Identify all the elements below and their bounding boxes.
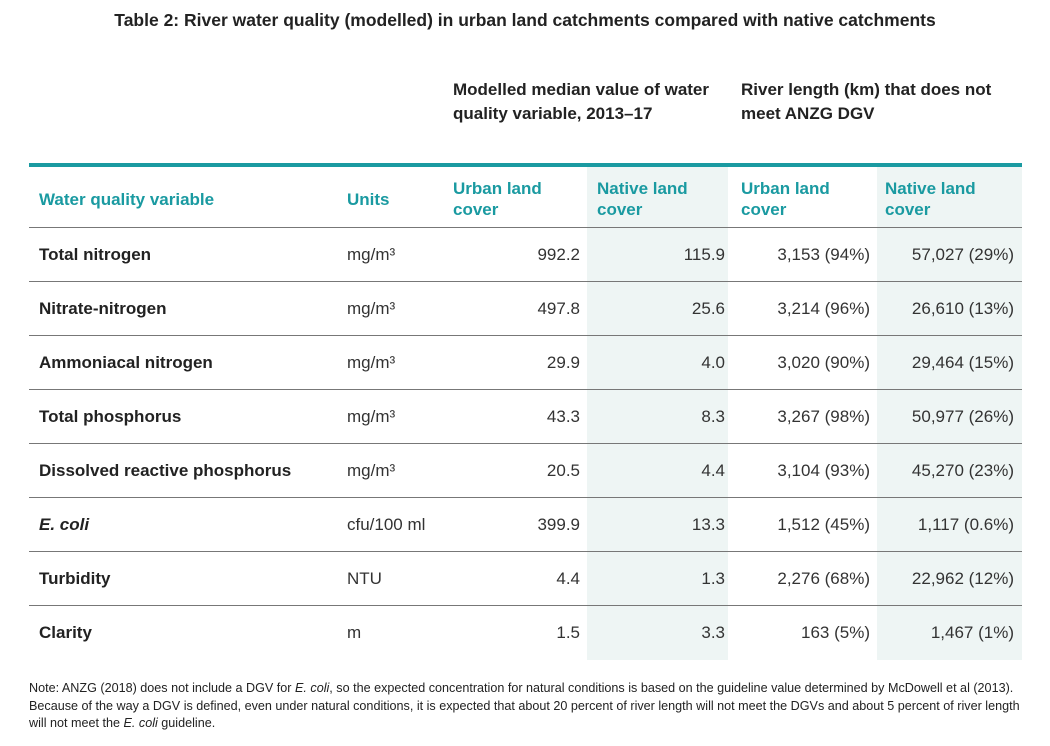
header-row-rule — [29, 174, 1022, 228]
table-row: Nitrate-nitrogen mg/m³ 497.8 25.6 3,214 … — [29, 282, 1022, 336]
row-variable: Nitrate-nitrogen — [39, 299, 167, 318]
table-row: Total nitrogen mg/m³ 992.2 115.9 3,153 (… — [29, 228, 1022, 282]
table-row: Turbidity NTU 4.4 1.3 2,276 (68%) 22,962… — [29, 552, 1022, 606]
native-median-column-shade — [587, 167, 728, 660]
table-row: Total phosphorus mg/m³ 43.3 8.3 3,267 (9… — [29, 390, 1022, 444]
table-title: Table 2: River water quality (modelled) … — [114, 10, 936, 30]
col-header-variable: Water quality variable — [39, 190, 215, 209]
row-units: mg/m³ — [347, 461, 396, 480]
row-native-length: 45,270 (23%) — [911, 461, 1014, 480]
row-urban-median: 497.8 — [537, 299, 580, 318]
row-native-length: 22,962 (12%) — [911, 569, 1014, 588]
row-variable: Dissolved reactive phosphorus — [39, 461, 292, 480]
col-header-units: Units — [347, 190, 390, 209]
row-variable: Total nitrogen — [39, 245, 152, 264]
table-top-rule — [29, 163, 1022, 167]
group-header-river-length: River length (km) that does not meet ANZ… — [741, 80, 992, 123]
row-urban-median: 20.5 — [546, 461, 580, 480]
row-native-length: 57,027 (29%) — [911, 245, 1014, 264]
row-urban-median: 399.9 — [537, 515, 580, 534]
row-urban-length: 163 (5%) — [801, 623, 870, 642]
row-native-median: 3.3 — [701, 623, 725, 642]
row-urban-median: 4.4 — [556, 569, 580, 588]
note-text-3: guideline. — [157, 716, 216, 730]
row-urban-median: 29.9 — [546, 353, 580, 372]
row-urban-length: 3,267 (98%) — [777, 407, 870, 426]
note-text-1: Note: ANZG (2018) does not include a DGV… — [29, 681, 295, 695]
row-units: mg/m³ — [347, 353, 396, 372]
row-urban-length: 1,512 (45%) — [777, 515, 870, 534]
row-units: cfu/100 ml — [347, 515, 426, 534]
row-native-length: 1,117 (0.6%) — [917, 515, 1014, 534]
row-units: mg/m³ — [347, 245, 396, 264]
note-ecoli-1: E. coli — [295, 681, 330, 695]
row-urban-median: 1.5 — [556, 623, 580, 642]
row-units: m — [347, 623, 362, 642]
row-native-median: 8.3 — [701, 407, 725, 426]
row-units: NTU — [347, 569, 382, 588]
table-row: Clarity m 1.5 3.3 163 (5%) 1,467 (1%) — [29, 606, 1022, 660]
table-row: Ammoniacal nitrogen mg/m³ 29.9 4.0 3,020… — [29, 336, 1022, 390]
row-variable: Total phosphorus — [39, 407, 182, 426]
row-native-length: 1,467 (1%) — [930, 623, 1014, 642]
row-urban-length: 2,276 (68%) — [777, 569, 870, 588]
row-native-median: 4.4 — [701, 461, 725, 480]
row-urban-median: 992.2 — [537, 245, 580, 264]
col-header-urban-median: Urban land cover — [453, 179, 542, 219]
col-header-native-length: Native land cover — [885, 179, 976, 219]
row-units: mg/m³ — [347, 407, 396, 426]
col-header-urban-length: Urban land cover — [741, 179, 830, 219]
row-native-length: 29,464 (15%) — [911, 353, 1014, 372]
row-urban-length: 3,104 (93%) — [777, 461, 870, 480]
row-urban-length: 3,214 (96%) — [777, 299, 870, 318]
row-variable: Clarity — [39, 623, 92, 642]
row-native-median: 13.3 — [691, 515, 725, 534]
row-native-length: 50,977 (26%) — [911, 407, 1014, 426]
row-native-median: 4.0 — [701, 353, 725, 372]
row-native-median: 25.6 — [691, 299, 725, 318]
group-header-modelled-median: Modelled median value of water quality v… — [453, 80, 710, 123]
table-row: Dissolved reactive phosphorus mg/m³ 20.5… — [29, 444, 1022, 498]
row-urban-length: 3,153 (94%) — [777, 245, 870, 264]
note-ecoli-2: E. coli — [123, 716, 158, 730]
row-units: mg/m³ — [347, 299, 396, 318]
row-variable: E. coli — [39, 515, 90, 534]
row-variable: Turbidity — [39, 569, 111, 588]
row-urban-median: 43.3 — [546, 407, 580, 426]
row-variable: Ammoniacal nitrogen — [39, 353, 213, 372]
row-native-length: 26,610 (13%) — [911, 299, 1014, 318]
col-header-native-median: Native land cover — [597, 179, 688, 219]
row-native-median: 1.3 — [701, 569, 725, 588]
table-row: E. coli cfu/100 ml 399.9 13.3 1,512 (45%… — [29, 498, 1022, 552]
note-text-2: , so the expected concentration for natu… — [29, 681, 1020, 730]
table-note: Note: ANZG (2018) does not include a DGV… — [29, 680, 1029, 733]
row-native-median: 115.9 — [683, 245, 725, 264]
native-length-column-shade — [877, 167, 1022, 660]
row-urban-length: 3,020 (90%) — [777, 353, 870, 372]
